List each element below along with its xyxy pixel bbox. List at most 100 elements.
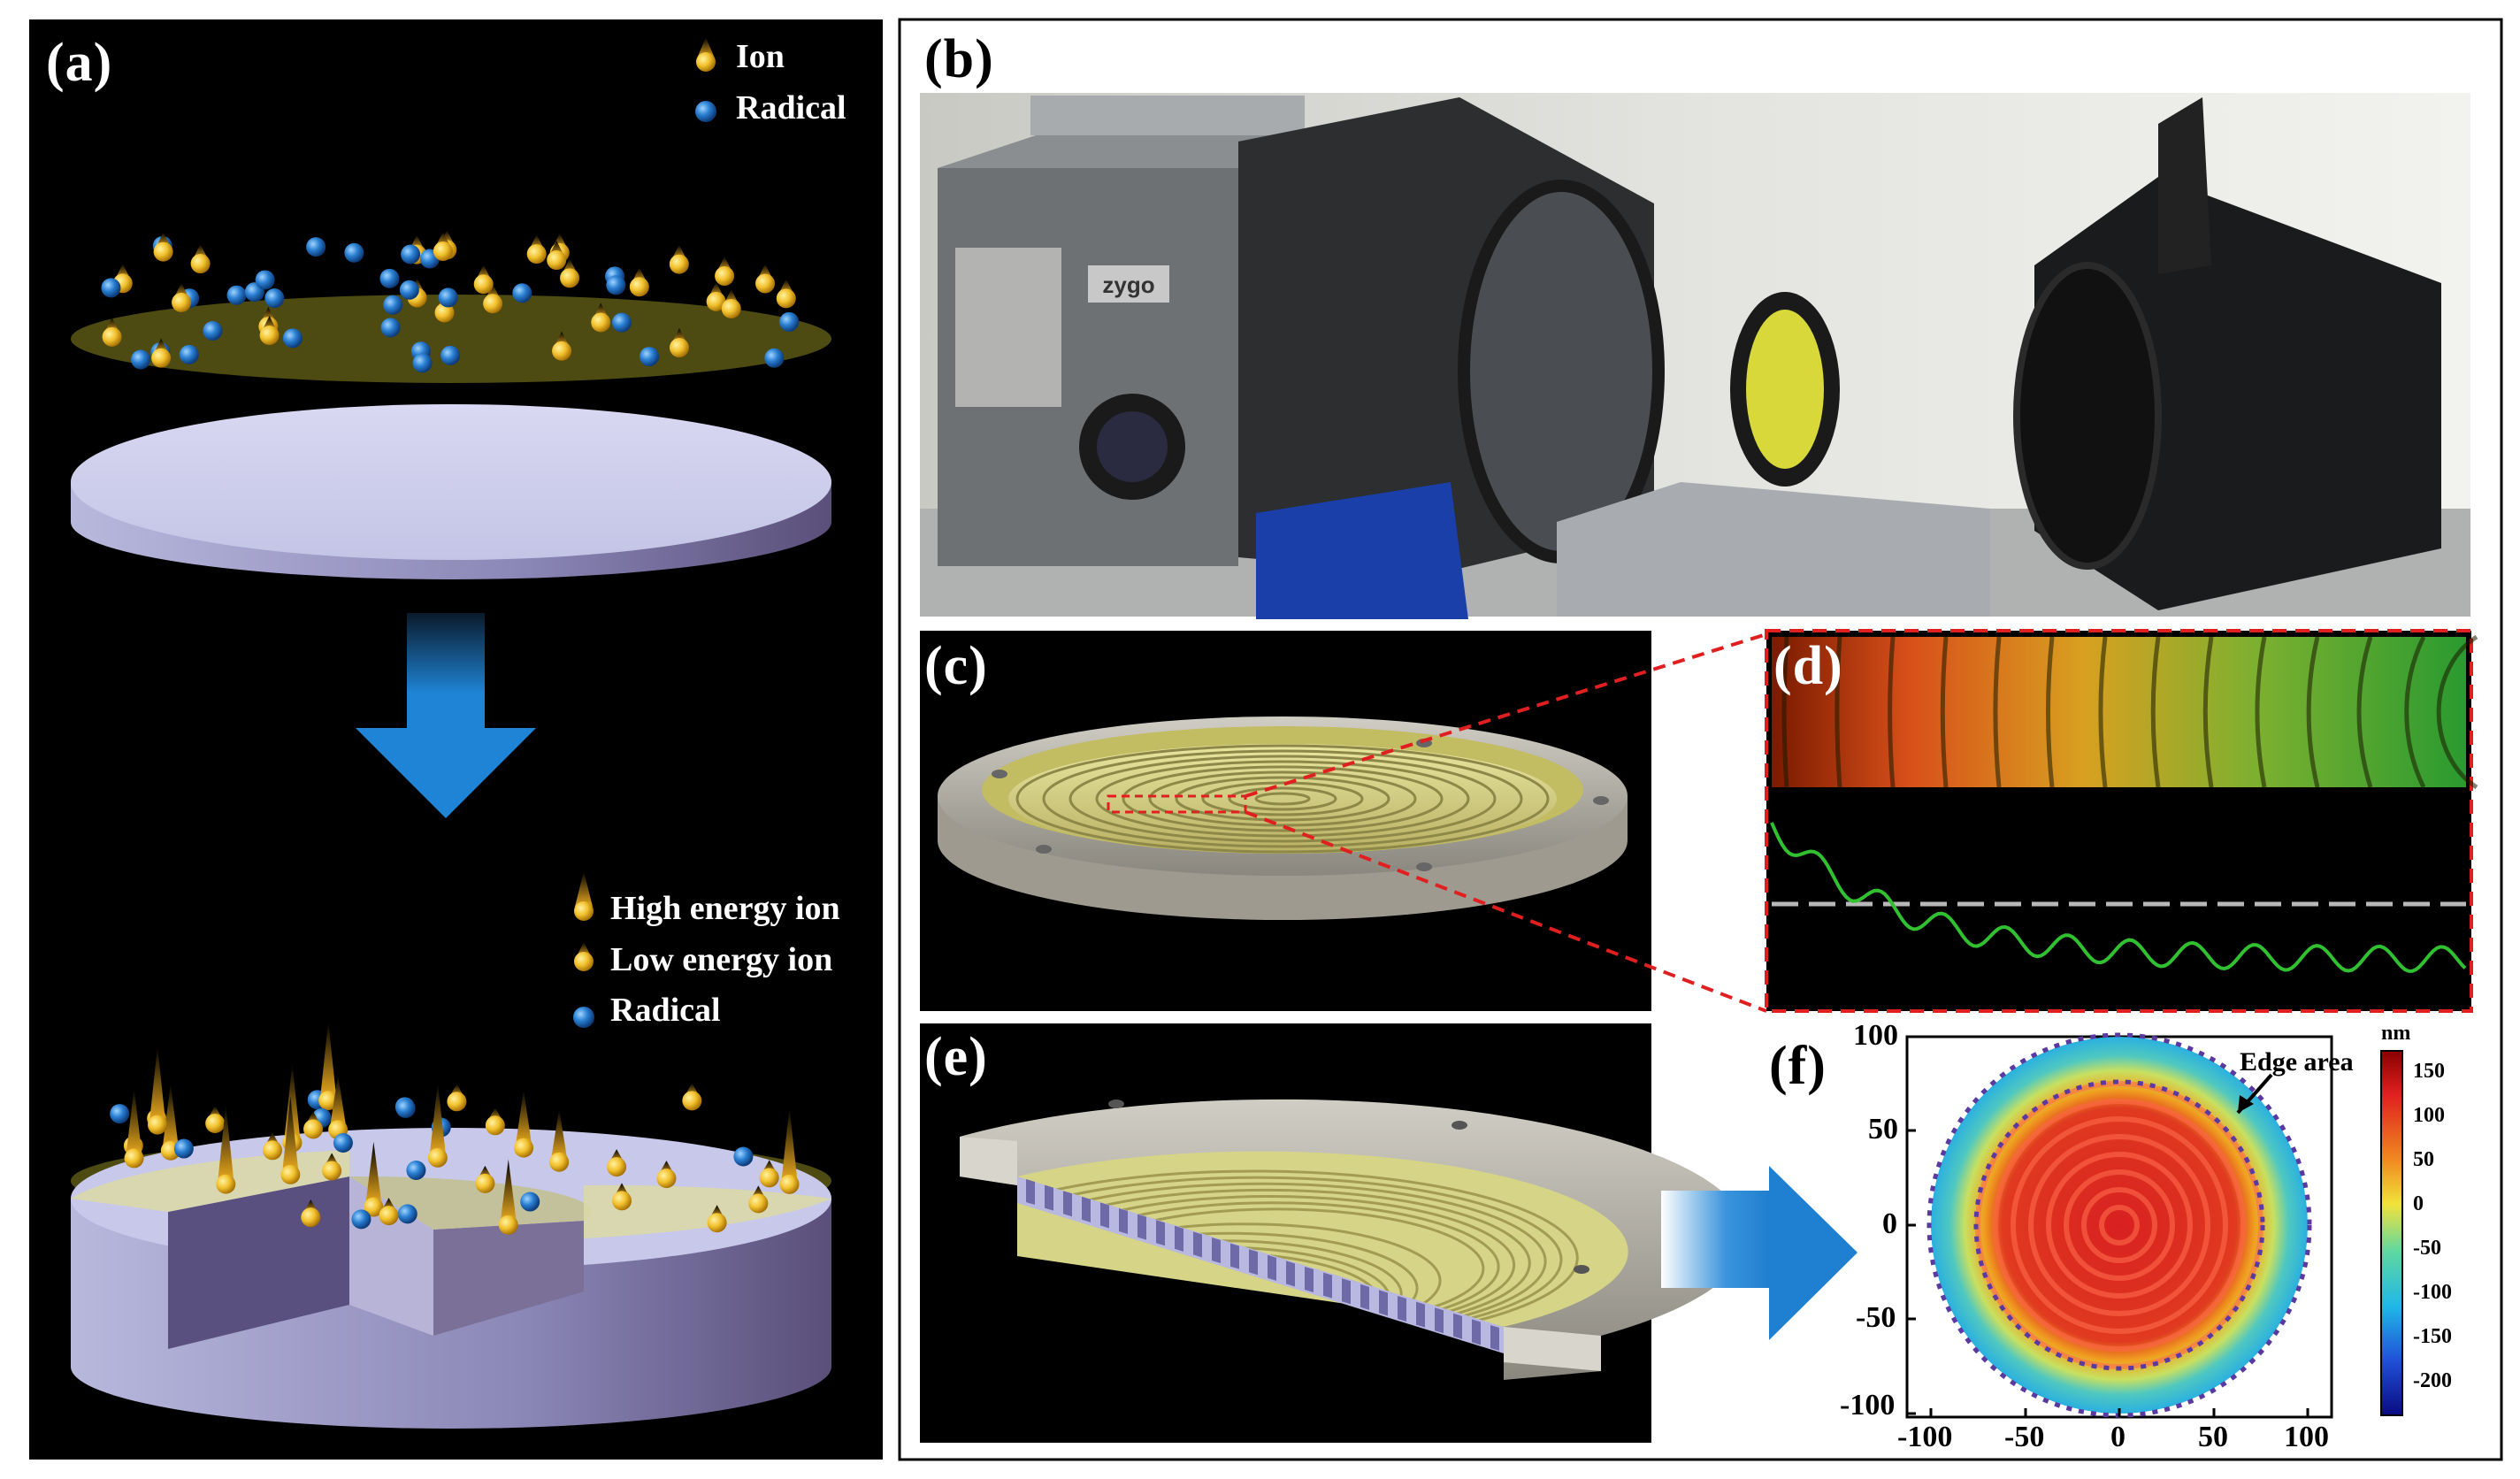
ion-particle	[280, 1164, 301, 1184]
ion-particle	[320, 1021, 337, 1098]
ion-particle	[473, 274, 494, 295]
panel-label-d: (d)	[1773, 636, 1843, 696]
y-tick-label: 50	[1868, 1113, 1898, 1146]
sample-stage	[1256, 482, 1468, 619]
radical-particle	[380, 318, 401, 338]
equipment-case	[1557, 482, 1990, 617]
panel-label-b: (b)	[924, 29, 994, 89]
low-energy-ion-icon	[574, 942, 594, 971]
ion-particle	[162, 1084, 179, 1147]
ion-particle	[263, 1140, 283, 1161]
ion-particle	[706, 291, 726, 311]
ion-particle	[172, 292, 192, 312]
radical-particle	[344, 242, 364, 263]
ion-particle	[669, 254, 689, 274]
zygo-label	[1088, 265, 1169, 303]
ion-particle	[433, 241, 453, 261]
ion-particle	[682, 1091, 702, 1111]
map-axis-ticks	[1907, 1035, 2309, 1417]
ion-particle	[475, 1173, 495, 1193]
ion-particle	[551, 1108, 568, 1159]
legend-ion-label: Ion	[736, 38, 785, 75]
ion-particle	[429, 1082, 446, 1154]
y-tick-label: -100	[1840, 1389, 1896, 1422]
colorbar-tick-label: 150	[2413, 1060, 2445, 1083]
panel-a	[29, 19, 883, 1460]
ion-particle	[607, 1157, 627, 1177]
ion-particle	[126, 1088, 142, 1155]
ion-particle	[611, 1191, 632, 1211]
ion-particle	[124, 1148, 144, 1169]
radical-particle	[203, 320, 223, 341]
particles-top	[101, 230, 800, 373]
ion-particle	[149, 1046, 166, 1122]
ion-particle	[483, 294, 503, 314]
colorbar-tick-label: 100	[2413, 1104, 2445, 1127]
radical-particle	[395, 1098, 416, 1118]
ion-particle	[379, 1206, 399, 1226]
ion-particle	[629, 277, 649, 297]
ion-particle	[560, 268, 580, 288]
colorbar-unit: nm	[2381, 1022, 2411, 1045]
ion-particle	[776, 288, 796, 309]
radical-icon	[573, 1007, 594, 1028]
radical-icon	[695, 101, 716, 122]
ion-particle	[218, 1105, 234, 1181]
ion-particle	[190, 254, 211, 274]
ion-particle	[755, 273, 776, 294]
radical-particle	[438, 287, 458, 308]
radical-particle	[412, 353, 433, 373]
radical-particle	[733, 1146, 754, 1167]
radical-particle	[406, 1161, 426, 1181]
panel-e	[920, 1023, 1748, 1443]
colorbar-tick-label: -150	[2413, 1325, 2452, 1348]
panel-label-c: (c)	[924, 636, 988, 696]
x-tick-label: 0	[2110, 1421, 2126, 1453]
ion-particle	[485, 1115, 505, 1136]
ion-particle	[781, 1107, 798, 1181]
ion-particle	[205, 1114, 226, 1134]
panel-label-a: (a)	[46, 33, 113, 93]
radical-particle	[397, 1204, 417, 1224]
x-tick-label: 100	[2284, 1421, 2329, 1453]
radical-particle	[110, 1104, 130, 1124]
panel-f	[1905, 1032, 2403, 1419]
ion-particle	[447, 1092, 467, 1112]
ion-particle	[526, 244, 547, 264]
yellow-filter	[1746, 310, 1824, 469]
high-energy-ion-icon	[574, 871, 594, 921]
ion-particle	[322, 1161, 342, 1181]
legend-low-energy-ion-label: Low energy ion	[610, 941, 833, 978]
substrate-disc-top	[71, 404, 831, 579]
radical-particle	[401, 244, 421, 264]
ion-particle	[779, 1174, 800, 1194]
colorbar	[2380, 1050, 2403, 1416]
y-tick-label: 100	[1853, 1019, 1898, 1052]
panel-c	[920, 631, 1651, 1011]
ion-particle	[669, 338, 689, 358]
particles-bottom	[110, 1021, 800, 1235]
panel-label-f: (f)	[1769, 1036, 1827, 1096]
ion-particle	[364, 1197, 384, 1217]
ion-particle	[427, 1147, 448, 1168]
ion-particle	[259, 326, 280, 346]
radical-particle	[606, 275, 626, 295]
x-tick-label: -50	[2004, 1421, 2045, 1453]
radical-particle	[333, 1133, 353, 1153]
ion-particle	[516, 1089, 532, 1145]
ion-particle	[434, 303, 455, 323]
radical-particle	[255, 270, 275, 290]
ion-particle	[591, 312, 611, 333]
ion-particle	[500, 1159, 517, 1222]
radical-particle	[379, 268, 400, 288]
zoom-region-box	[1107, 794, 1247, 814]
legend-high-energy-ion-label: High energy ion	[610, 890, 840, 927]
panel-d	[1765, 629, 2478, 1013]
surface-topography-image	[1772, 637, 2466, 787]
colorbar-tick-label: 50	[2413, 1148, 2434, 1171]
ion-particle	[330, 1075, 347, 1127]
colorbar-tick-label: -50	[2413, 1237, 2441, 1260]
ion-icon	[696, 37, 716, 72]
radical-particle	[779, 311, 800, 332]
